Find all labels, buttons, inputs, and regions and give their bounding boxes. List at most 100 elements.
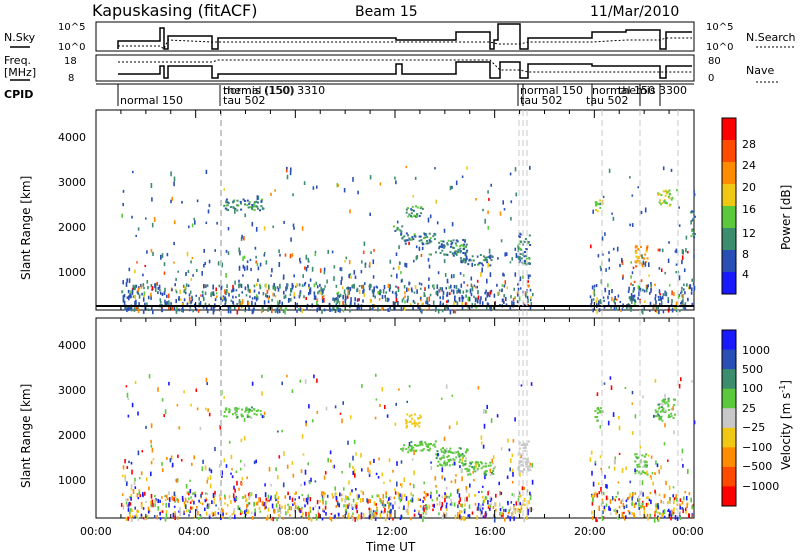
power-pixel-r2	[421, 241, 424, 244]
velocity-noise-pixel	[649, 513, 652, 518]
power-pixel-r8	[639, 254, 642, 257]
velocity-pixel-r0	[259, 409, 262, 412]
power-noise-pixel	[215, 287, 217, 292]
velocity-pixel-r2	[426, 448, 429, 451]
power-pixel-r6	[517, 256, 520, 259]
velocity-noise-pixel	[400, 460, 403, 464]
power-noise-pixel	[605, 268, 607, 272]
velocity-pixel-r8	[658, 418, 661, 421]
power-noise-pixel	[195, 308, 198, 312]
velocity-noise-pixel	[407, 500, 410, 506]
velocity-noise-pixel	[306, 500, 309, 505]
power-pixel-r0	[243, 200, 246, 202]
power-noise-pixel	[449, 292, 451, 296]
power-cbar-tick-28: 28	[742, 138, 756, 151]
velocity-noise-pixel	[380, 499, 382, 504]
power-noise-pixel	[266, 294, 268, 298]
velocity-noise-pixel	[654, 514, 656, 517]
power-pixel-r9	[666, 191, 669, 194]
power-noise-pixel	[318, 306, 320, 311]
power-noise-pixel	[362, 299, 364, 303]
velocity-noise-pixel	[613, 498, 616, 501]
power-noise-pixel	[215, 292, 218, 295]
velocity-pixel-r1	[417, 417, 419, 420]
velocity-noise-pixel	[499, 490, 501, 496]
power-noise-pixel	[179, 289, 181, 294]
velocity-noise-pixel	[513, 505, 515, 510]
power-pixel-r9	[665, 192, 668, 195]
velocity-pixel-r3	[449, 458, 452, 461]
power-pixel-r1	[399, 229, 402, 232]
power-ytick-2000: 2000	[58, 221, 86, 234]
velocity-noise-pixel	[374, 416, 377, 420]
velocity-noise-pixel	[477, 386, 480, 390]
power-noise-pixel	[688, 286, 690, 290]
power-noise-pixel	[146, 250, 148, 254]
power-noise-pixel	[608, 168, 611, 173]
power-pixel-r4	[453, 251, 456, 254]
power-pixel-r4	[454, 253, 457, 255]
power-noise-pixel	[397, 286, 399, 289]
power-noise-pixel	[428, 277, 430, 281]
velocity-noise-pixel	[462, 454, 464, 459]
power-noise-pixel	[205, 221, 208, 225]
power-noise-pixel	[679, 309, 681, 313]
velocity-noise-pixel	[284, 495, 287, 499]
velocity-noise-pixel	[281, 505, 283, 509]
velocity-pixel-r6	[599, 407, 602, 410]
velocity-noise-pixel	[409, 482, 411, 486]
velocity-noise-pixel	[127, 414, 130, 418]
power-noise-pixel	[318, 289, 321, 293]
velocity-noise-pixel	[669, 510, 671, 513]
power-pixel-r3	[420, 212, 423, 215]
velocity-pixel-r8	[667, 405, 670, 408]
velocity-pixel-r4	[492, 467, 495, 470]
velocity-colorbar-swatch	[722, 447, 736, 468]
velocity-noise-pixel	[482, 500, 485, 505]
velocity-noise-pixel	[284, 504, 286, 510]
velocity-pixel-r0	[245, 406, 248, 409]
power-noise-pixel	[446, 292, 449, 297]
velocity-noise-pixel	[329, 450, 332, 455]
velocity-noise-pixel	[655, 510, 657, 513]
power-noise-pixel	[691, 287, 693, 292]
velocity-noise-pixel	[347, 504, 349, 509]
velocity-noise-pixel	[193, 500, 195, 505]
power-noise-pixel	[262, 291, 265, 296]
velocity-noise-pixel	[650, 476, 653, 481]
velocity-noise-pixel	[647, 454, 650, 457]
power-noise-pixel	[501, 284, 504, 287]
velocity-noise-pixel	[152, 503, 154, 508]
power-noise-pixel	[610, 306, 612, 309]
velocity-pixel-r2	[401, 449, 404, 452]
power-noise-pixel	[395, 285, 397, 288]
power-noise-pixel	[154, 288, 157, 293]
power-noise-pixel	[592, 291, 595, 295]
velocity-pixel-r4	[474, 470, 477, 473]
power-noise-pixel	[595, 299, 598, 305]
velocity-noise-pixel	[664, 423, 666, 428]
power-noise-pixel	[316, 307, 318, 313]
power-noise-pixel	[198, 296, 200, 301]
power-noise-pixel	[336, 299, 338, 305]
power-noise-pixel	[447, 306, 449, 311]
power-noise-pixel	[476, 255, 479, 258]
velocity-pixel-r0	[255, 410, 258, 412]
velocity-pixel-r2	[410, 441, 413, 444]
power-pixel-r6	[518, 236, 521, 238]
power-noise-pixel	[680, 290, 683, 294]
velocity-noise-pixel	[232, 493, 235, 499]
velocity-noise-pixel	[642, 395, 644, 399]
power-noise-pixel	[356, 298, 359, 302]
power-noise-pixel	[641, 254, 643, 259]
power-noise-pixel	[505, 303, 508, 307]
power-noise-pixel	[268, 306, 270, 309]
power-noise-pixel	[268, 295, 270, 299]
power-noise-pixel	[474, 286, 477, 289]
power-noise-pixel	[379, 182, 382, 186]
power-noise-pixel	[628, 296, 631, 300]
velocity-noise-pixel	[681, 448, 684, 454]
velocity-noise-pixel	[162, 468, 164, 473]
power-noise-pixel	[123, 294, 126, 298]
velocity-noise-pixel	[128, 501, 131, 505]
